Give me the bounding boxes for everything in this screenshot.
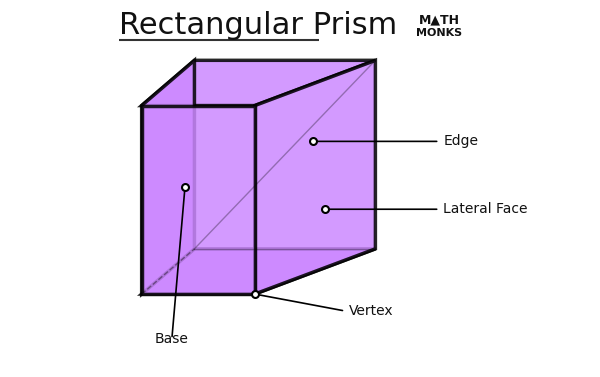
Polygon shape: [255, 60, 376, 294]
Text: Vertex: Vertex: [349, 304, 394, 318]
Text: MONKS: MONKS: [416, 28, 463, 38]
Polygon shape: [142, 60, 376, 106]
Polygon shape: [142, 60, 194, 294]
Text: M▲TH: M▲TH: [419, 13, 460, 26]
Polygon shape: [142, 249, 376, 294]
Polygon shape: [142, 106, 255, 294]
Text: Lateral Face: Lateral Face: [443, 202, 528, 216]
Text: Edge: Edge: [443, 134, 478, 149]
Text: Rectangular Prism: Rectangular Prism: [119, 11, 397, 40]
Text: Base: Base: [155, 332, 189, 346]
